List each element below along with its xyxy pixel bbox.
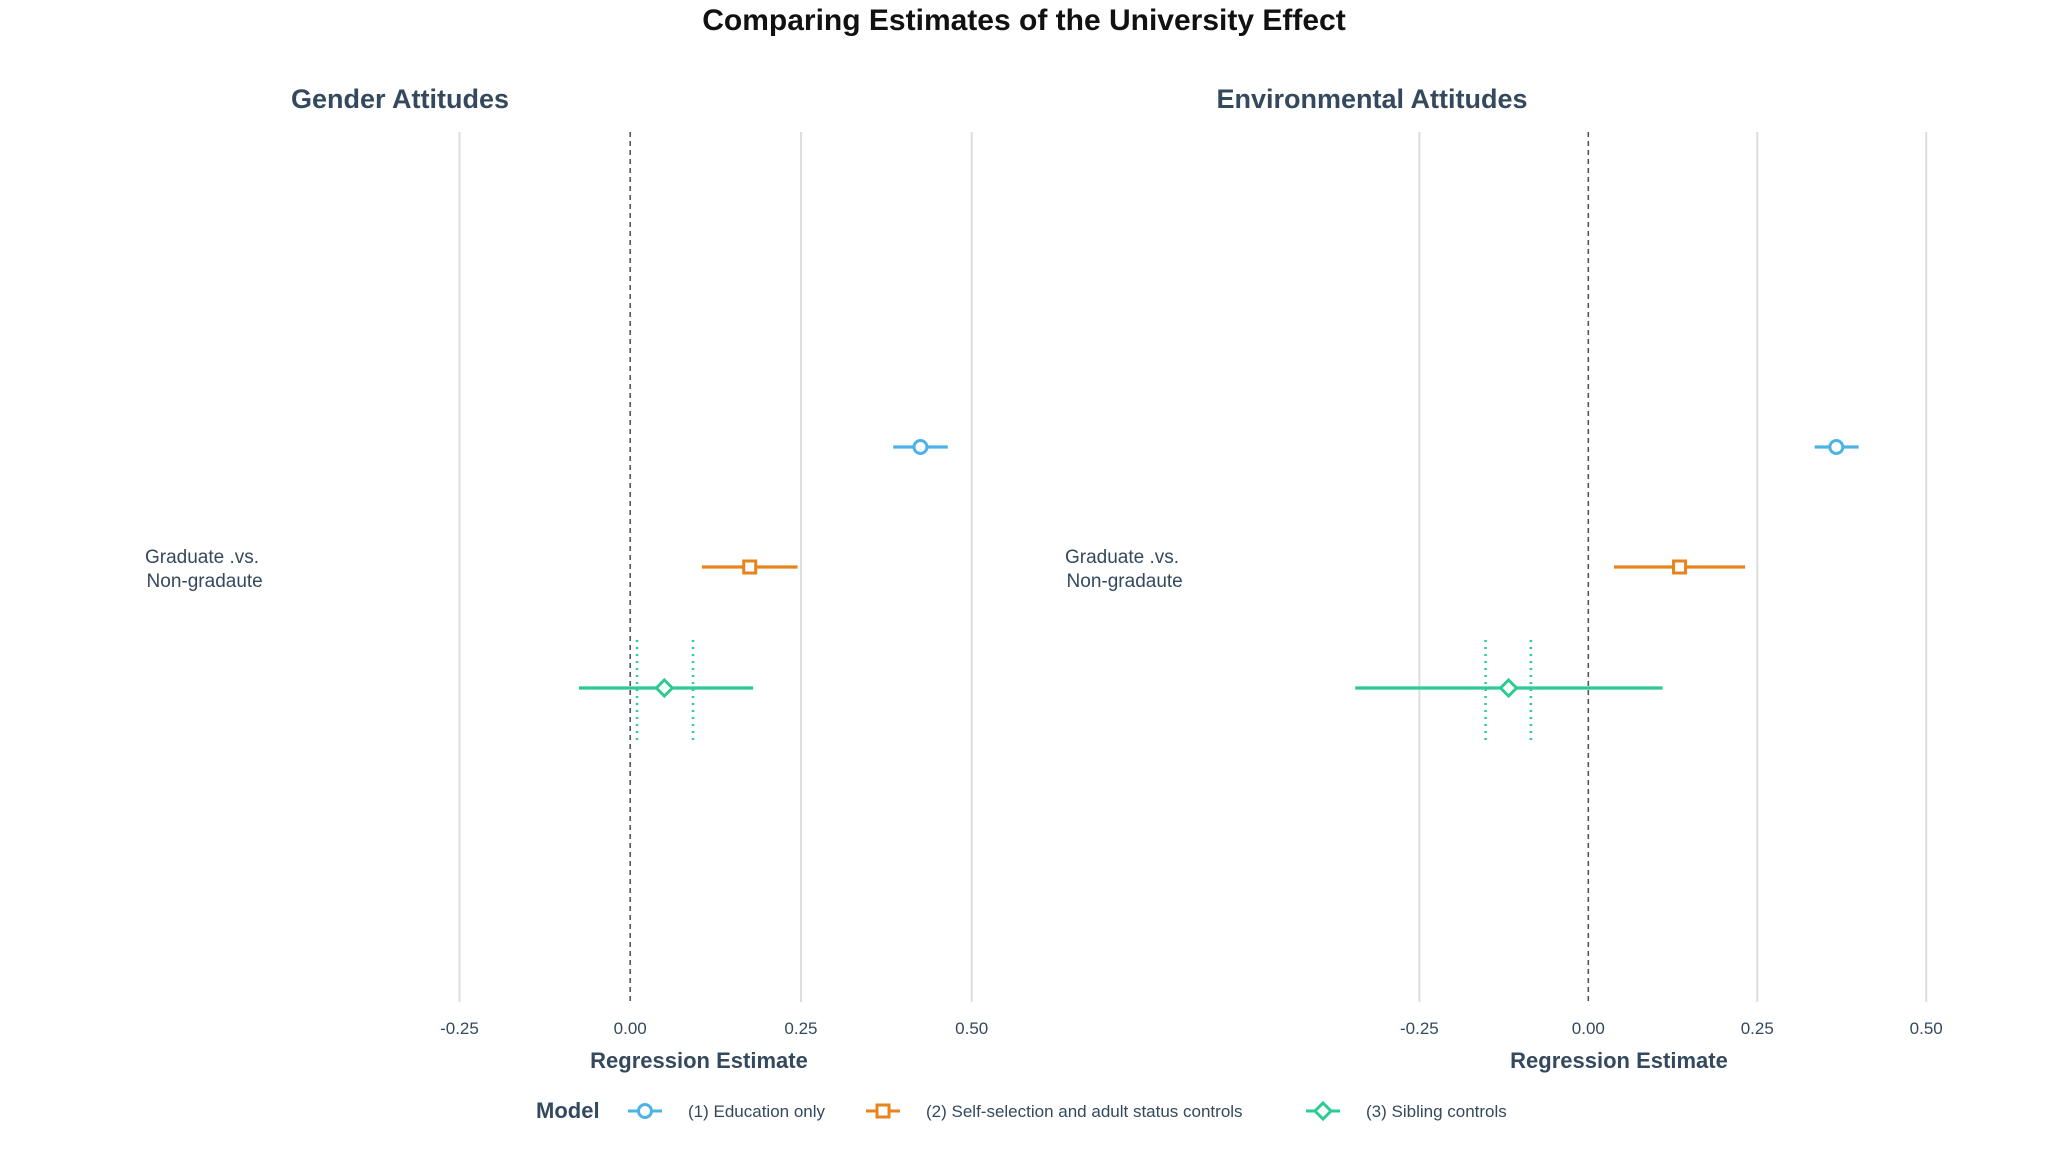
- gender-point-diamond: [654, 677, 675, 699]
- legend-key-marker: [637, 1103, 653, 1119]
- category-label-line: Graduate .vs.: [145, 547, 259, 568]
- legend-item-label: (2) Self-selection and adult status cont…: [926, 1102, 1243, 1121]
- category-label-line: Graduate .vs.: [1065, 547, 1179, 568]
- gender-x-tick-label: 0.00: [614, 1019, 647, 1038]
- environmental-x-tick-label: 0.00: [1572, 1019, 1605, 1038]
- gender-point-circle: [912, 439, 929, 455]
- legend-item-label: (3) Sibling controls: [1366, 1102, 1507, 1121]
- gender-point-square: [742, 559, 758, 575]
- legend-key-diamond: [1306, 1100, 1340, 1122]
- gender-panel-title: Gender Attitudes: [291, 84, 509, 114]
- environmental-panel-title: Environmental Attitudes: [1216, 84, 1527, 114]
- category-label-line: Non-gradaute: [1061, 571, 1182, 592]
- legend: Model (1) Education only (2) Self-selectio…: [536, 1098, 1507, 1123]
- gender-panel: Gender Attitudes -0.25 0.00 0.25 0.50 Regress…: [141, 84, 988, 1073]
- environmental-panel: Environmental Attitudes -0.25 0.00 0.25 0.50…: [1061, 84, 1942, 1073]
- legend-item-label: (1) Education only: [688, 1102, 826, 1121]
- legend-key-marker: [875, 1103, 891, 1119]
- environmental-point-diamond: [1498, 677, 1519, 699]
- environmental-x-tick-label: 0.50: [1910, 1019, 1943, 1038]
- gender-x-tick-label: -0.25: [440, 1019, 479, 1038]
- category-label-line: Non-gradaute: [141, 571, 262, 592]
- environmental-point-square: [1672, 559, 1688, 575]
- gender-x-tick-label: 0.25: [784, 1019, 817, 1038]
- environmental-x-axis-label: Regression Estimate: [1510, 1048, 1728, 1073]
- environmental-category-label: Graduate .vs. Non-gradaute: [1061, 547, 1182, 592]
- legend-key-square: [866, 1103, 900, 1119]
- environmental-x-tick-label: 0.25: [1741, 1019, 1774, 1038]
- chart-title: Comparing Estimates of the University Ef…: [702, 4, 1345, 37]
- legend-key-circle: [628, 1103, 662, 1119]
- environmental-x-tick-label: -0.25: [1400, 1019, 1439, 1038]
- gender-x-axis-label: Regression Estimate: [590, 1048, 808, 1073]
- environmental-point-circle: [1828, 439, 1845, 455]
- legend-key-marker: [1312, 1100, 1334, 1122]
- gender-category-label: Graduate .vs. Non-gradaute: [141, 547, 262, 592]
- gender-x-tick-label: 0.50: [955, 1019, 988, 1038]
- legend-title: Model: [536, 1098, 600, 1123]
